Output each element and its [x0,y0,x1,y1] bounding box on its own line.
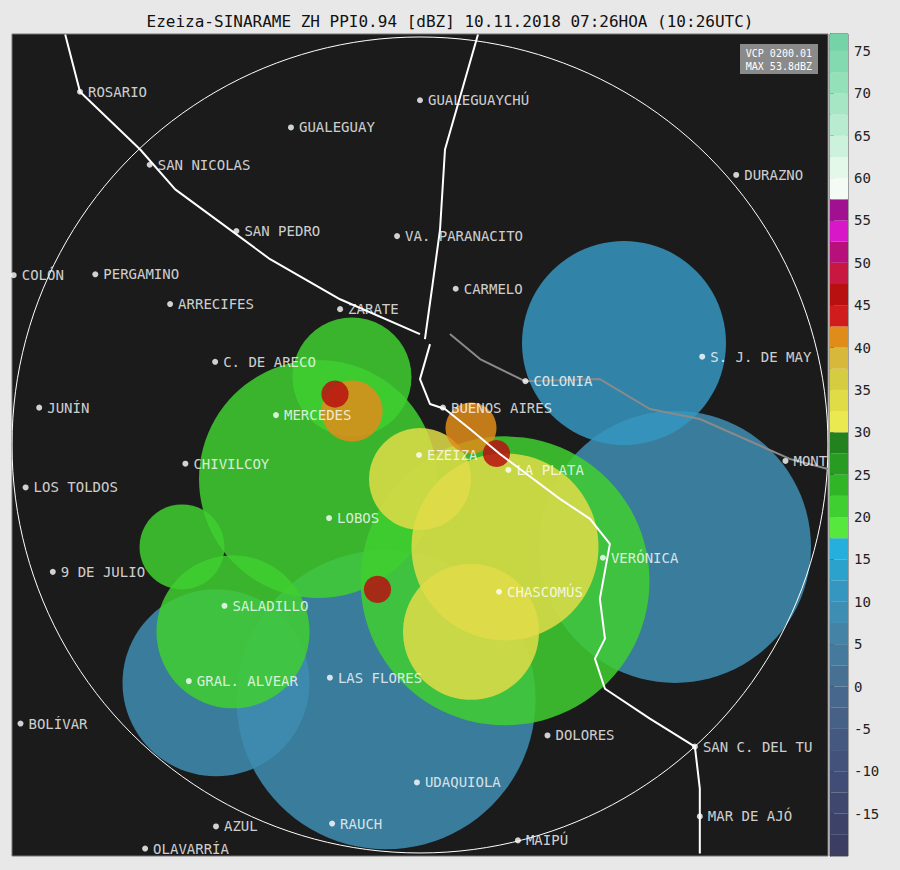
svg-text:25: 25 [854,467,871,483]
svg-text:LOS TOLDOS: LOS TOLDOS [34,479,118,495]
svg-text:45: 45 [854,297,871,313]
svg-text:SAN C. DEL TU: SAN C. DEL TU [703,739,813,755]
svg-text:DURAZNO: DURAZNO [744,167,803,183]
svg-text:VERÓNICA: VERÓNICA [611,549,679,566]
svg-text:50: 50 [854,255,871,271]
svg-text:ROSARIO: ROSARIO [88,84,147,100]
svg-text:60: 60 [854,170,871,186]
svg-text:UDAQUIOLA: UDAQUIOLA [425,774,501,790]
svg-text:GUALEGUAYCHÚ: GUALEGUAYCHÚ [428,91,529,108]
svg-text:AZUL: AZUL [224,818,258,834]
svg-text:BUENOS AIRES: BUENOS AIRES [451,400,552,416]
svg-text:-15: -15 [854,806,879,822]
svg-text:55: 55 [854,212,871,228]
svg-text:ARRECIFES: ARRECIFES [178,296,254,312]
svg-text:LOBOS: LOBOS [337,510,379,526]
svg-text:MAX 53.8dBZ: MAX 53.8dBZ [746,61,812,72]
svg-text:-10: -10 [854,763,879,779]
svg-text:-5: -5 [854,721,871,737]
svg-text:SAN PEDRO: SAN PEDRO [244,223,320,239]
svg-text:SAN NICOLAS: SAN NICOLAS [158,157,251,173]
svg-text:SALADILLO: SALADILLO [233,598,309,614]
svg-text:VCP 0200.01: VCP 0200.01 [746,48,812,59]
svg-text:RAUCH: RAUCH [340,816,382,832]
svg-text:LA PLATA: LA PLATA [516,462,584,478]
svg-text:15: 15 [854,551,871,567]
svg-text:COLÓN: COLÓN [22,266,64,283]
svg-text:MAIPÚ: MAIPÚ [526,831,568,848]
svg-text:BOLÍVAR: BOLÍVAR [29,716,89,732]
svg-text:JUNÍN: JUNÍN [47,400,89,416]
svg-text:MONT: MONT [794,453,828,469]
svg-text:40: 40 [854,340,871,356]
svg-text:20: 20 [854,509,871,525]
svg-text:EZEIZA: EZEIZA [427,447,478,463]
svg-text:GUALEGUAY: GUALEGUAY [299,119,375,135]
svg-text:65: 65 [854,128,871,144]
svg-text:ZARATE: ZARATE [348,301,399,317]
svg-text:70: 70 [854,85,871,101]
svg-text:5: 5 [854,636,862,652]
svg-text:0: 0 [854,679,862,695]
svg-text:Ezeiza-SINARAME ZH PPI0.94 [dB: Ezeiza-SINARAME ZH PPI0.94 [dBZ] 10.11.2… [147,12,754,31]
svg-text:LAS FLORES: LAS FLORES [338,670,422,686]
svg-text:DOLORES: DOLORES [556,727,615,743]
svg-text:COLONIA: COLONIA [533,373,593,389]
svg-text:OLAVARRÍA: OLAVARRÍA [153,841,229,857]
svg-text:C. DE ARECO: C. DE ARECO [223,354,316,370]
svg-text:10: 10 [854,594,871,610]
svg-text:MAR DE AJÓ: MAR DE AJÓ [708,807,792,824]
svg-text:35: 35 [854,382,871,398]
svg-text:VA. PARANACITO: VA. PARANACITO [405,228,523,244]
svg-text:MERCEDES: MERCEDES [284,407,351,423]
svg-text:75: 75 [854,43,871,59]
svg-text:CHIVILCOY: CHIVILCOY [193,456,269,472]
svg-text:CARMELO: CARMELO [464,281,523,297]
svg-text:9 DE JULIO: 9 DE JULIO [61,564,145,580]
svg-text:S. J. DE MAY: S. J. DE MAY [710,349,812,365]
svg-text:PERGAMINO: PERGAMINO [103,266,179,282]
svg-text:GRAL. ALVEAR: GRAL. ALVEAR [197,673,299,689]
svg-text:30: 30 [854,424,871,440]
svg-text:CHASCOMÚS: CHASCOMÚS [507,583,583,600]
